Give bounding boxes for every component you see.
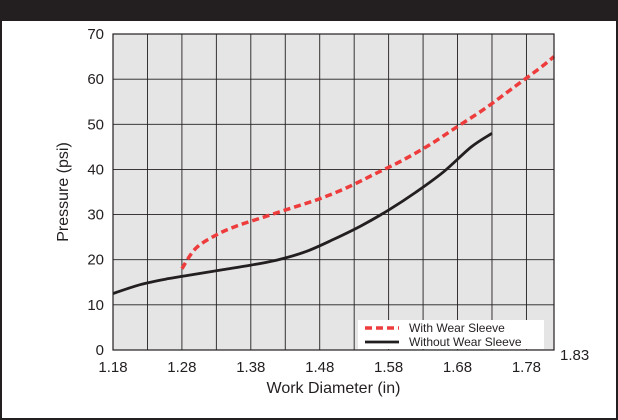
y-tick-label: 60 bbox=[87, 71, 104, 88]
series-lines bbox=[112, 55, 556, 295]
x-axis-label: Work Diameter (in) bbox=[267, 380, 401, 397]
y-tick-label: 0 bbox=[96, 342, 104, 359]
grid-lines bbox=[113, 34, 554, 350]
y-axis-label: Pressure (psi) bbox=[55, 142, 72, 242]
series-line-0 bbox=[180, 55, 556, 270]
x-tick-label: 1.28 bbox=[167, 359, 196, 376]
legend: With Wear Sleeve Without Wear Sleeve bbox=[358, 320, 544, 349]
y-tick-label: 40 bbox=[87, 161, 104, 178]
y-axis-ticks: 0 10 20 30 40 50 60 70 bbox=[87, 26, 104, 359]
legend-box bbox=[358, 320, 544, 349]
x-tick-label: 1.68 bbox=[443, 359, 472, 376]
legend-label-without-wear-sleeve: Without Wear Sleeve bbox=[409, 335, 522, 349]
chart-header-bar bbox=[0, 0, 618, 21]
y-tick-label: 30 bbox=[87, 207, 104, 224]
plot-border bbox=[112, 33, 555, 351]
y-tick-label: 50 bbox=[87, 116, 104, 133]
y-tick-label: 70 bbox=[87, 26, 104, 43]
x-tick-label: 1.18 bbox=[98, 359, 127, 376]
x-extra-tick-label: 1.83 bbox=[560, 347, 589, 364]
legend-label-with-wear-sleeve: With Wear Sleeve bbox=[409, 321, 505, 335]
x-axis-ticks: 1.18 1.28 1.38 1.48 1.58 1.68 1.78 bbox=[98, 359, 541, 376]
series-line-1 bbox=[112, 132, 493, 295]
y-tick-label: 10 bbox=[87, 297, 104, 314]
x-tick-label: 1.78 bbox=[512, 359, 541, 376]
x-tick-label: 1.58 bbox=[374, 359, 403, 376]
x-tick-label: 1.48 bbox=[305, 359, 334, 376]
x-tick-label: 1.38 bbox=[236, 359, 265, 376]
y-tick-label: 20 bbox=[87, 252, 104, 269]
plot-area bbox=[113, 34, 554, 350]
